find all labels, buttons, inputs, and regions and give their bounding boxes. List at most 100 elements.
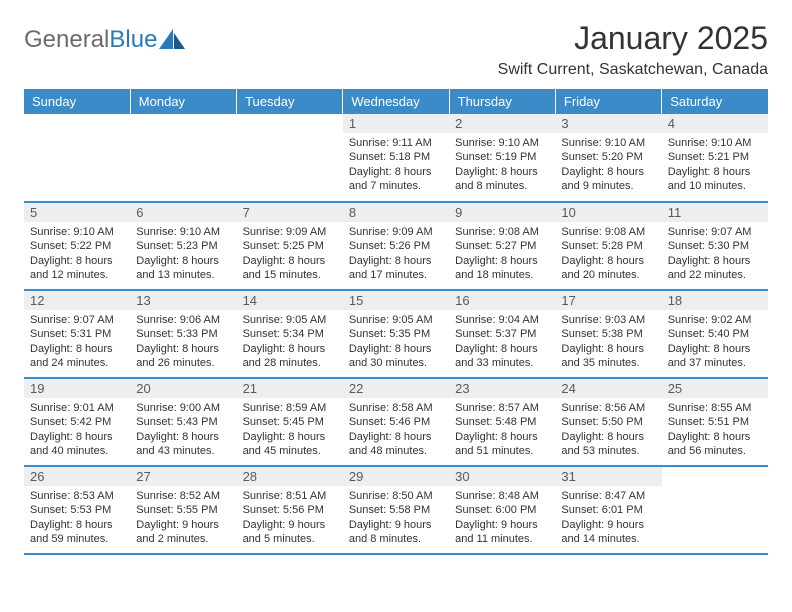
day-number: 24 — [555, 379, 661, 398]
sunset-text: Sunset: 6:00 PM — [455, 503, 549, 517]
sunrise-text: Sunrise: 9:05 AM — [349, 313, 443, 327]
day-details: Sunrise: 9:02 AMSunset: 5:40 PMDaylight:… — [662, 310, 768, 374]
daylight-text-1: Daylight: 8 hours — [668, 342, 762, 356]
day-number: 1 — [343, 114, 449, 133]
sunrise-text: Sunrise: 8:50 AM — [349, 489, 443, 503]
sunrise-text: Sunrise: 9:09 AM — [349, 225, 443, 239]
calendar-body: 1Sunrise: 9:11 AMSunset: 5:18 PMDaylight… — [24, 114, 768, 554]
logo-sail-icon — [159, 29, 187, 51]
sunrise-text: Sunrise: 9:02 AM — [668, 313, 762, 327]
daylight-text-2: and 33 minutes. — [455, 356, 549, 370]
day-number: 15 — [343, 291, 449, 310]
sunrise-text: Sunrise: 9:07 AM — [30, 313, 124, 327]
daylight-text-2: and 2 minutes. — [136, 532, 230, 546]
sunrise-text: Sunrise: 9:03 AM — [561, 313, 655, 327]
day-details: Sunrise: 8:47 AMSunset: 6:01 PMDaylight:… — [555, 486, 661, 550]
sunset-text: Sunset: 5:43 PM — [136, 415, 230, 429]
sunset-text: Sunset: 5:26 PM — [349, 239, 443, 253]
calendar-cell: 30Sunrise: 8:48 AMSunset: 6:00 PMDayligh… — [449, 466, 555, 554]
daylight-text-1: Daylight: 8 hours — [30, 342, 124, 356]
day-number: 8 — [343, 203, 449, 222]
calendar-cell: 13Sunrise: 9:06 AMSunset: 5:33 PMDayligh… — [130, 290, 236, 378]
sunrise-text: Sunrise: 9:01 AM — [30, 401, 124, 415]
sunrise-text: Sunrise: 8:56 AM — [561, 401, 655, 415]
daylight-text-1: Daylight: 8 hours — [243, 430, 337, 444]
calendar-cell: 3Sunrise: 9:10 AMSunset: 5:20 PMDaylight… — [555, 114, 661, 202]
calendar-cell: 11Sunrise: 9:07 AMSunset: 5:30 PMDayligh… — [662, 202, 768, 290]
sunrise-text: Sunrise: 8:58 AM — [349, 401, 443, 415]
calendar-cell: 10Sunrise: 9:08 AMSunset: 5:28 PMDayligh… — [555, 202, 661, 290]
day-details: Sunrise: 9:06 AMSunset: 5:33 PMDaylight:… — [130, 310, 236, 374]
daylight-text-2: and 24 minutes. — [30, 356, 124, 370]
calendar-cell: 26Sunrise: 8:53 AMSunset: 5:53 PMDayligh… — [24, 466, 130, 554]
day-details: Sunrise: 9:10 AMSunset: 5:20 PMDaylight:… — [555, 133, 661, 197]
day-number: 21 — [237, 379, 343, 398]
day-number: 13 — [130, 291, 236, 310]
daylight-text-1: Daylight: 8 hours — [668, 165, 762, 179]
day-number: 12 — [24, 291, 130, 310]
calendar-table: SundayMondayTuesdayWednesdayThursdayFrid… — [24, 89, 768, 555]
logo-text-gray: General — [24, 26, 109, 53]
day-details: Sunrise: 9:01 AMSunset: 5:42 PMDaylight:… — [24, 398, 130, 462]
sunset-text: Sunset: 5:56 PM — [243, 503, 337, 517]
day-details: Sunrise: 9:05 AMSunset: 5:34 PMDaylight:… — [237, 310, 343, 374]
day-details: Sunrise: 8:57 AMSunset: 5:48 PMDaylight:… — [449, 398, 555, 462]
calendar-cell: 23Sunrise: 8:57 AMSunset: 5:48 PMDayligh… — [449, 378, 555, 466]
day-details: Sunrise: 9:10 AMSunset: 5:19 PMDaylight:… — [449, 133, 555, 197]
day-details: Sunrise: 8:52 AMSunset: 5:55 PMDaylight:… — [130, 486, 236, 550]
day-of-week-header: Saturday — [662, 89, 768, 114]
calendar-cell: 25Sunrise: 8:55 AMSunset: 5:51 PMDayligh… — [662, 378, 768, 466]
calendar-cell: 6Sunrise: 9:10 AMSunset: 5:23 PMDaylight… — [130, 202, 236, 290]
day-details: Sunrise: 9:08 AMSunset: 5:28 PMDaylight:… — [555, 222, 661, 286]
daylight-text-2: and 7 minutes. — [349, 179, 443, 193]
location: Swift Current, Saskatchewan, Canada — [498, 61, 768, 79]
daylight-text-2: and 9 minutes. — [561, 179, 655, 193]
calendar-cell: 18Sunrise: 9:02 AMSunset: 5:40 PMDayligh… — [662, 290, 768, 378]
day-details: Sunrise: 8:53 AMSunset: 5:53 PMDaylight:… — [24, 486, 130, 550]
day-details: Sunrise: 9:00 AMSunset: 5:43 PMDaylight:… — [130, 398, 236, 462]
daylight-text-2: and 22 minutes. — [668, 268, 762, 282]
logo-text: GeneralBlue — [24, 26, 157, 54]
day-details: Sunrise: 8:48 AMSunset: 6:00 PMDaylight:… — [449, 486, 555, 550]
sunset-text: Sunset: 5:45 PM — [243, 415, 337, 429]
daylight-text-1: Daylight: 9 hours — [136, 518, 230, 532]
day-number: 25 — [662, 379, 768, 398]
calendar-cell: 31Sunrise: 8:47 AMSunset: 6:01 PMDayligh… — [555, 466, 661, 554]
calendar-cell: 1Sunrise: 9:11 AMSunset: 5:18 PMDaylight… — [343, 114, 449, 202]
day-number: 11 — [662, 203, 768, 222]
sunrise-text: Sunrise: 8:57 AM — [455, 401, 549, 415]
sunset-text: Sunset: 5:37 PM — [455, 327, 549, 341]
daylight-text-1: Daylight: 8 hours — [136, 254, 230, 268]
day-details: Sunrise: 9:03 AMSunset: 5:38 PMDaylight:… — [555, 310, 661, 374]
sunset-text: Sunset: 5:40 PM — [668, 327, 762, 341]
logo: GeneralBlue — [24, 26, 187, 54]
daylight-text-2: and 12 minutes. — [30, 268, 124, 282]
daylight-text-2: and 14 minutes. — [561, 532, 655, 546]
sunset-text: Sunset: 5:19 PM — [455, 150, 549, 164]
day-number: 29 — [343, 467, 449, 486]
sunrise-text: Sunrise: 8:48 AM — [455, 489, 549, 503]
daylight-text-1: Daylight: 9 hours — [561, 518, 655, 532]
calendar-cell: 20Sunrise: 9:00 AMSunset: 5:43 PMDayligh… — [130, 378, 236, 466]
daylight-text-2: and 13 minutes. — [136, 268, 230, 282]
day-number: 26 — [24, 467, 130, 486]
sunset-text: Sunset: 5:27 PM — [455, 239, 549, 253]
sunrise-text: Sunrise: 9:10 AM — [136, 225, 230, 239]
sunset-text: Sunset: 5:55 PM — [136, 503, 230, 517]
calendar-cell: 15Sunrise: 9:05 AMSunset: 5:35 PMDayligh… — [343, 290, 449, 378]
calendar-cell: 7Sunrise: 9:09 AMSunset: 5:25 PMDaylight… — [237, 202, 343, 290]
daylight-text-2: and 18 minutes. — [455, 268, 549, 282]
sunrise-text: Sunrise: 9:09 AM — [243, 225, 337, 239]
daylight-text-1: Daylight: 8 hours — [455, 165, 549, 179]
daylight-text-2: and 28 minutes. — [243, 356, 337, 370]
day-number: 22 — [343, 379, 449, 398]
sunset-text: Sunset: 5:28 PM — [561, 239, 655, 253]
daylight-text-1: Daylight: 8 hours — [30, 430, 124, 444]
daylight-text-2: and 15 minutes. — [243, 268, 337, 282]
sunset-text: Sunset: 5:53 PM — [30, 503, 124, 517]
sunset-text: Sunset: 5:18 PM — [349, 150, 443, 164]
sunset-text: Sunset: 5:20 PM — [561, 150, 655, 164]
daylight-text-2: and 59 minutes. — [30, 532, 124, 546]
daylight-text-2: and 37 minutes. — [668, 356, 762, 370]
daylight-text-1: Daylight: 8 hours — [668, 254, 762, 268]
